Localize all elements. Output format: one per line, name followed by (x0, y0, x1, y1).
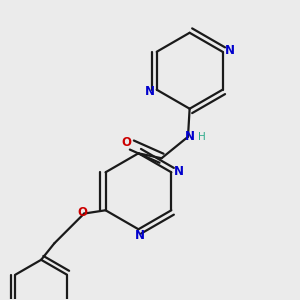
Text: N: N (135, 229, 145, 242)
Text: O: O (121, 136, 131, 149)
Text: N: N (174, 165, 184, 178)
Text: O: O (77, 206, 87, 219)
Text: N: N (225, 44, 235, 57)
Text: N: N (145, 85, 154, 98)
Text: H: H (198, 132, 206, 142)
Text: N: N (184, 130, 195, 143)
